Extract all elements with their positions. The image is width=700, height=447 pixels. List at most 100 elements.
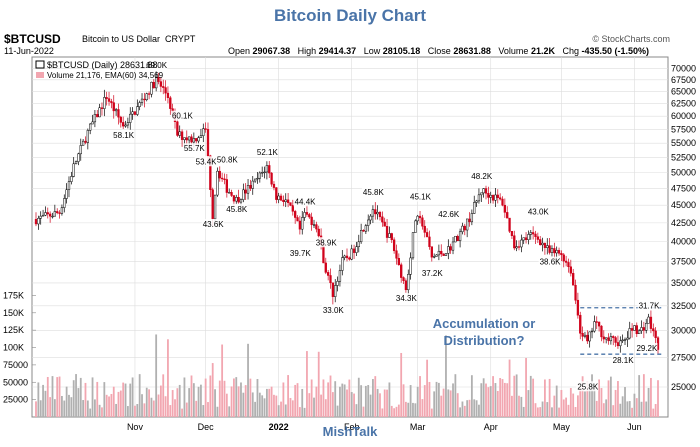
annotation-backdrop <box>321 305 344 316</box>
volume-bar <box>393 408 396 417</box>
candle-body <box>560 253 563 256</box>
candle-body <box>468 218 471 223</box>
volume-bar <box>433 391 436 417</box>
candle-body <box>458 231 462 242</box>
volume-bar <box>565 397 568 417</box>
volume-bar <box>192 383 195 417</box>
candle-body <box>336 281 339 286</box>
annotation-label: 38.9K <box>316 238 338 247</box>
candle-body <box>117 109 120 118</box>
volume-bar <box>298 407 301 417</box>
candle-body <box>430 246 433 258</box>
volume-bar <box>287 375 289 417</box>
candle-body <box>284 199 287 202</box>
volume-bar <box>515 374 518 417</box>
candle-body <box>126 122 130 126</box>
volume-bar <box>536 407 539 417</box>
volume-bar <box>584 391 586 417</box>
candle-body <box>152 81 155 89</box>
volume-bar <box>174 399 176 417</box>
volume-bar <box>405 401 407 417</box>
volume-bar <box>79 377 82 417</box>
volume-bar <box>77 388 80 417</box>
volume-bar <box>487 387 490 417</box>
volume-bar <box>122 382 125 417</box>
candle-body <box>638 330 641 334</box>
volume-bar <box>426 359 429 417</box>
volume-bar <box>364 385 367 417</box>
open-value: 29067.38 <box>252 46 291 56</box>
candle-body <box>463 225 466 231</box>
volume-bar <box>42 384 44 417</box>
price-annotation: 44.4K <box>293 196 316 207</box>
volume-bar <box>416 386 419 417</box>
volume-bar <box>423 385 426 417</box>
volume-tick-label: 25000 <box>3 395 28 405</box>
candle-body <box>303 212 306 218</box>
candle-body <box>480 192 483 196</box>
volume-bar <box>35 401 37 417</box>
candle-body <box>616 342 620 347</box>
candle-body <box>385 226 389 238</box>
volume-bar <box>308 393 311 417</box>
price-tick-label: 57500 <box>671 124 696 134</box>
volume-bar <box>482 378 485 417</box>
volume-bar <box>390 405 393 417</box>
candle-body <box>341 257 344 271</box>
annotation-label: 43.6K <box>203 220 225 229</box>
volume-bar <box>445 335 447 417</box>
candle-body <box>357 241 360 247</box>
volume-bar <box>395 406 398 417</box>
volume-bar <box>628 401 631 417</box>
annotation-backdrop <box>394 293 417 304</box>
volume-bar <box>131 377 134 417</box>
annotation-label: 58.1K <box>113 131 135 140</box>
price-annotation: 53.4K <box>194 156 217 167</box>
volume-bar <box>511 395 513 417</box>
candle-body <box>515 246 518 249</box>
volume-bar <box>103 382 106 417</box>
candle-body <box>129 113 132 123</box>
price-annotation: 28.1K <box>611 354 634 365</box>
volume-bar <box>56 377 59 417</box>
candle-body <box>572 273 575 286</box>
volume-bar <box>355 404 358 417</box>
volume-bar <box>357 377 360 417</box>
volume-bar <box>289 397 292 417</box>
annotation-backdrop <box>201 218 224 229</box>
volume-bar <box>275 395 278 417</box>
candle-body <box>305 212 309 215</box>
annotation-backdrop <box>637 300 660 311</box>
volume-bar <box>485 383 487 417</box>
price-tick-label: 35000 <box>671 278 696 288</box>
candle-body <box>265 165 269 173</box>
candle-body <box>176 121 179 136</box>
candle-body <box>633 325 636 331</box>
candle-body <box>110 101 113 103</box>
volume-bar <box>409 385 412 417</box>
volume-bar <box>567 404 570 417</box>
volume-bar <box>89 408 92 417</box>
volume-bar <box>301 388 304 417</box>
range-note-line-1: Accumulation or <box>433 316 536 331</box>
price-axis: 25000 27500 30000 32500 35000 37500 40000 42500… <box>671 64 696 392</box>
candle-body <box>371 209 375 217</box>
candle-body <box>51 215 54 218</box>
volume-bar <box>164 396 167 417</box>
volume-bar <box>211 363 214 417</box>
candle-body <box>237 197 240 203</box>
candle-body <box>590 330 594 333</box>
annotation-label: 43.0K <box>528 207 550 216</box>
date-axis: Nov Dec 2022 Feb Mar Apr May Jun <box>127 422 642 432</box>
date-tick-label: Apr <box>484 422 498 432</box>
candle-body <box>404 280 408 291</box>
annotation-label: 38.6K <box>540 258 562 267</box>
volume-bar <box>91 377 94 417</box>
candle-body <box>553 248 556 254</box>
volume-bar <box>112 386 115 417</box>
candle-body <box>520 239 523 248</box>
volume-bar <box>635 398 638 417</box>
volume-bar <box>110 393 113 417</box>
price-annotation: 60.1K <box>170 110 194 121</box>
annotation-backdrop <box>420 268 443 279</box>
